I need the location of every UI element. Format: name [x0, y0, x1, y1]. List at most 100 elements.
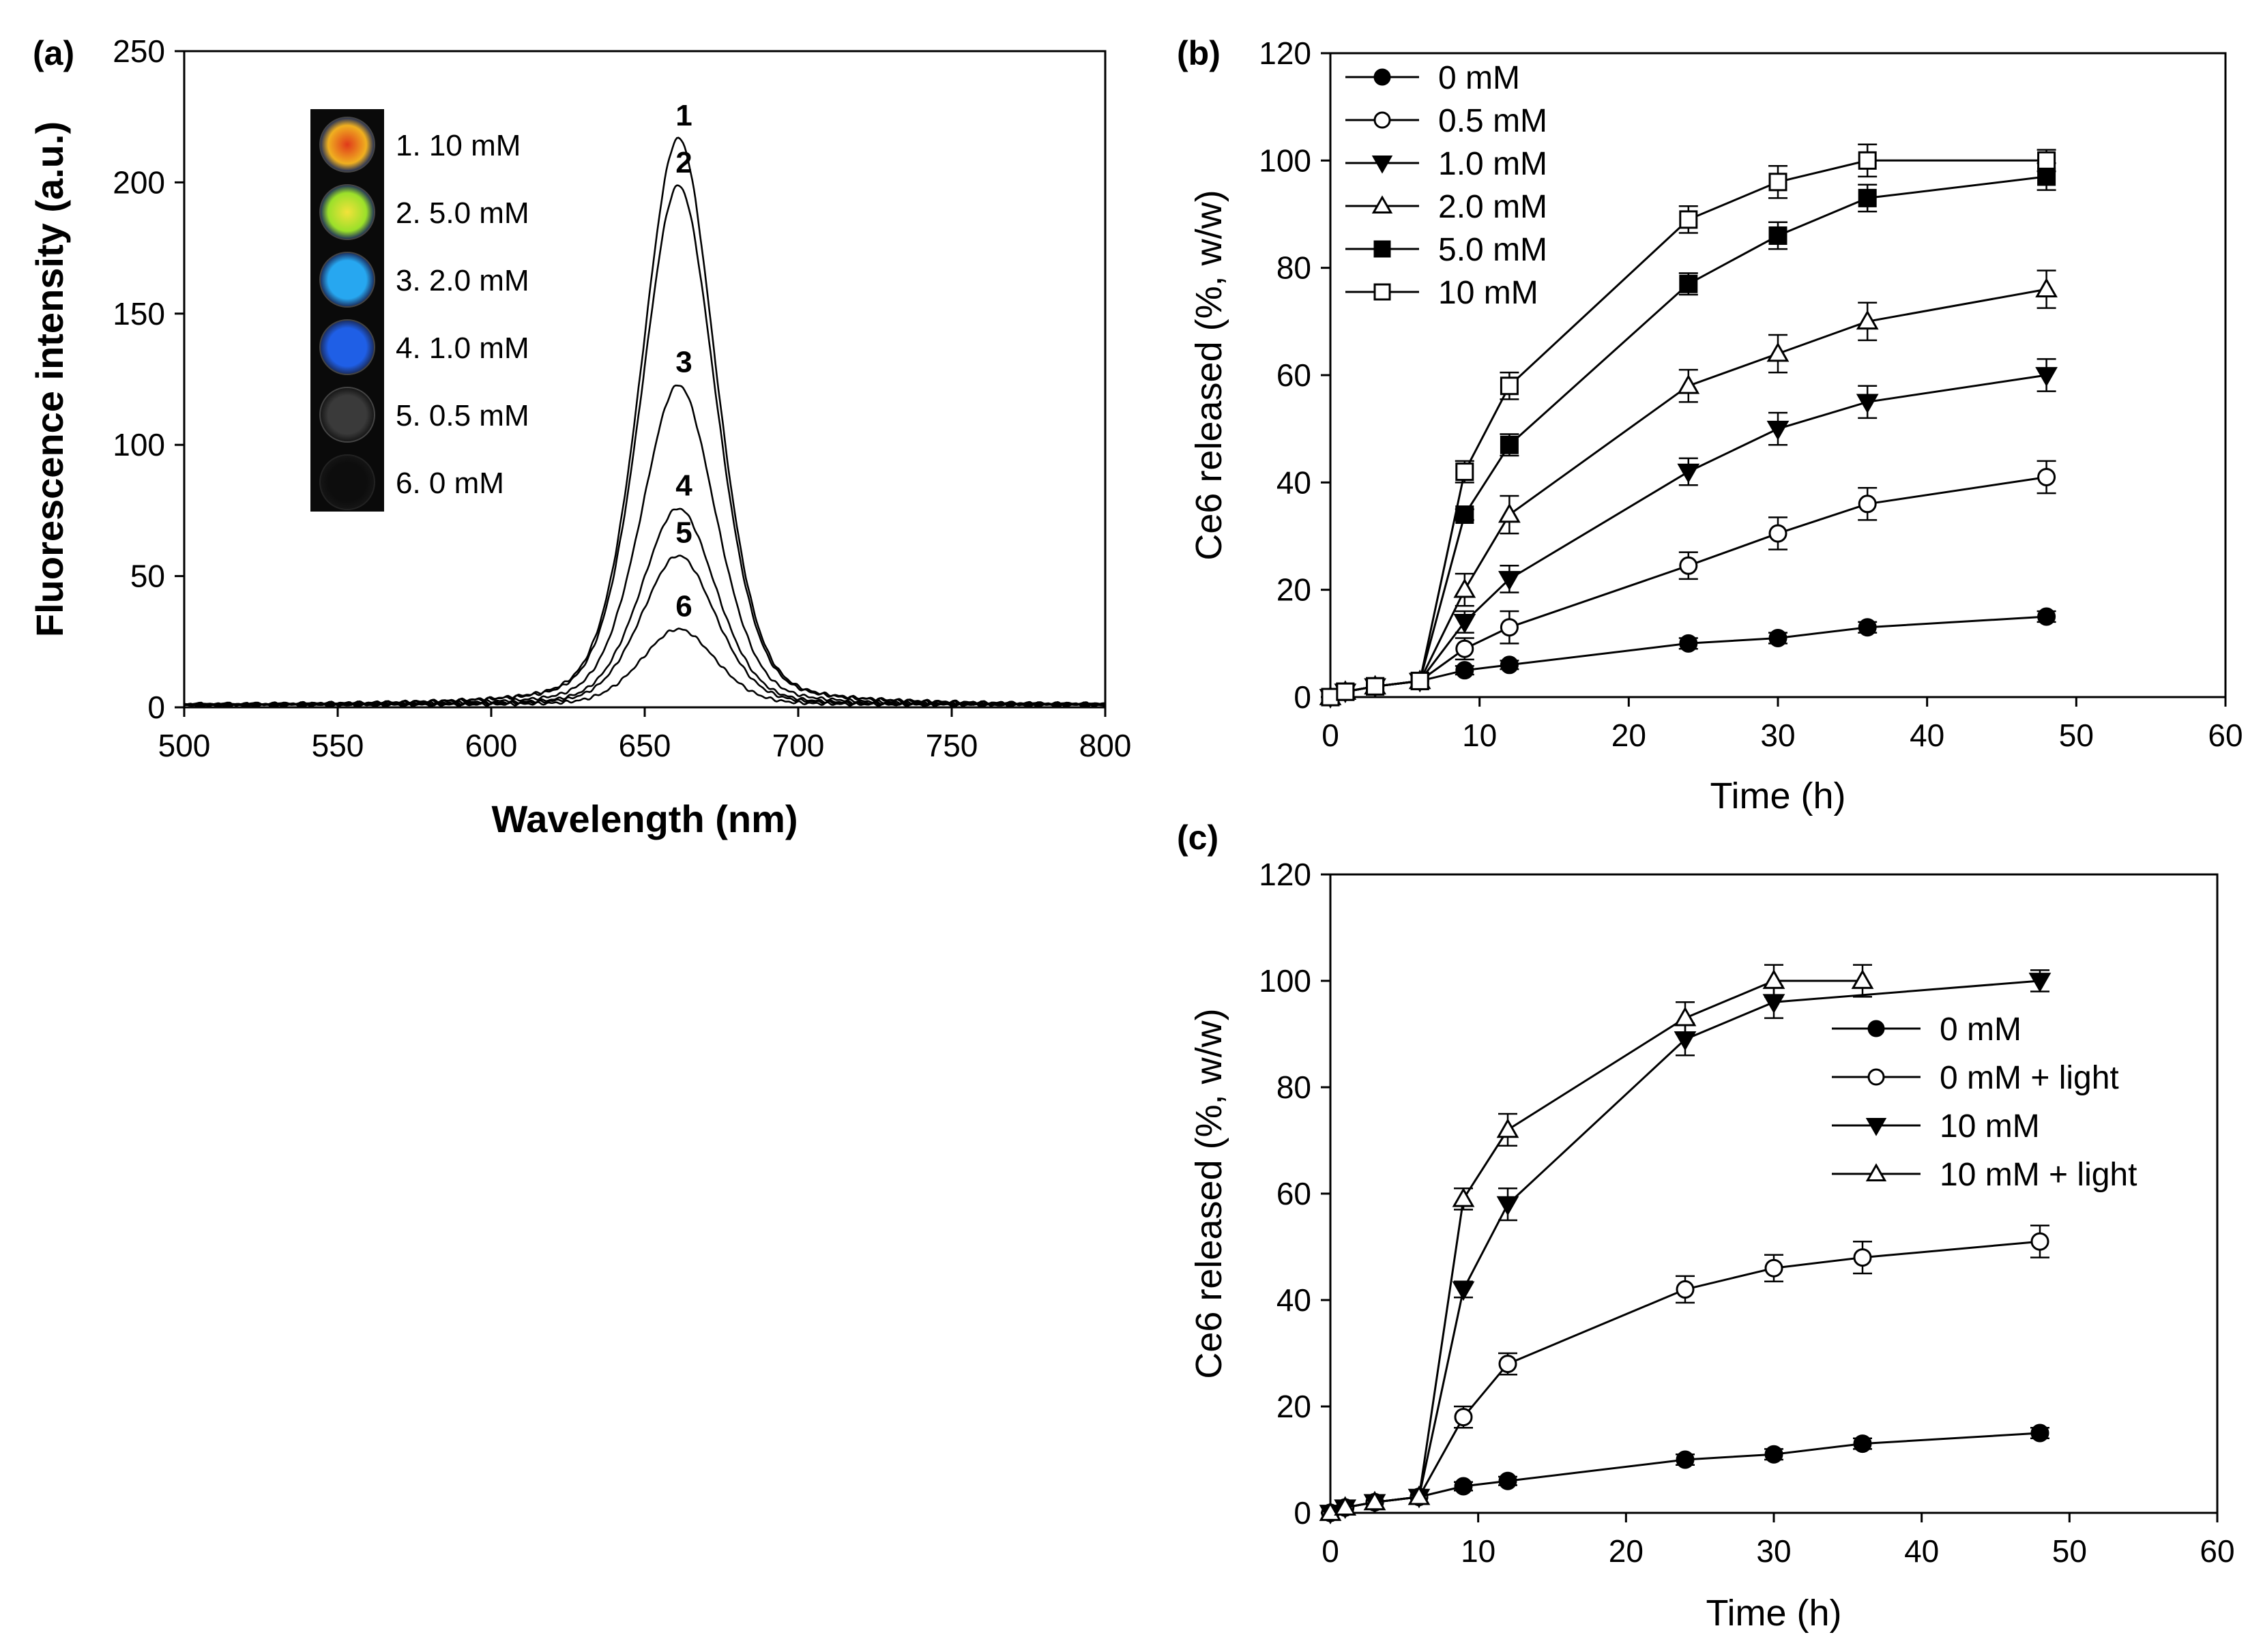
data-point [1677, 463, 1700, 484]
x-tick-label: 0 [1322, 1533, 1339, 1569]
data-point [1373, 283, 1391, 301]
well-5 [319, 387, 375, 443]
series-10-mM-light [1319, 964, 1874, 1521]
peak-label-3: 3 [675, 346, 692, 379]
data-point [2028, 973, 2052, 992]
y-tick-label: 60 [1276, 1176, 1311, 1211]
legend-entry: 2.0 mM [1345, 189, 1547, 225]
data-point [1764, 1258, 1783, 1278]
y-tick-label: 100 [113, 427, 165, 462]
data-point [1851, 969, 1874, 989]
x-axis-label: Time (h) [1710, 776, 1846, 816]
data-point [1496, 1196, 1519, 1216]
data-point [1856, 394, 1879, 414]
data-point [2037, 607, 2056, 626]
x-tick-label: 40 [1910, 718, 1944, 753]
data-point [1498, 1471, 1517, 1490]
x-axis-label: Time (h) [1706, 1593, 1842, 1634]
data-point [1768, 524, 1787, 543]
data-point [1452, 1187, 1475, 1207]
data-point [1363, 1490, 1386, 1511]
well-1 [319, 117, 375, 173]
data-point [1679, 556, 1698, 575]
data-point [1858, 618, 1877, 637]
x-tick-label: 50 [2059, 718, 2094, 753]
legend-entry: 10 mM + light [1832, 1157, 2137, 1193]
legend-entry: 0 mM [1832, 1012, 2021, 1048]
well-3 [319, 252, 375, 308]
y-tick-label: 50 [130, 559, 165, 594]
data-point [1768, 173, 1787, 192]
data-point [1766, 342, 1790, 362]
data-point [1366, 677, 1385, 696]
data-point [1452, 1281, 1475, 1301]
y-tick-label: 120 [1259, 35, 1311, 71]
data-point [2035, 367, 2058, 387]
x-tick-label: 20 [1609, 1533, 1644, 1569]
data-point [1764, 1445, 1783, 1464]
x-tick-label: 750 [926, 728, 978, 763]
inset-label-3: 3. 2.0 mM [396, 264, 529, 297]
data-point [1454, 1408, 1473, 1427]
y-axis-label: Ce6 released (%, w/w) [1188, 190, 1229, 560]
y-tick-label: 100 [1259, 963, 1311, 999]
data-point [1853, 1248, 1872, 1267]
legend-label: 0.5 mM [1438, 103, 1547, 139]
y-tick-label: 80 [1276, 1070, 1311, 1105]
data-point [1762, 969, 1785, 989]
legend-label: 10 mM + light [1940, 1157, 2137, 1193]
y-tick-label: 80 [1276, 250, 1311, 286]
x-tick-label: 20 [1611, 718, 1646, 753]
legend-entry: 0 mM + light [1832, 1060, 2119, 1096]
data-point [1679, 210, 1698, 229]
spectrum-line-5 [184, 555, 1106, 708]
data-point [1676, 1450, 1695, 1469]
series-0-5-mM [1321, 460, 2056, 707]
x-tick-label: 600 [465, 728, 518, 763]
x-tick-label: 550 [312, 728, 364, 763]
data-point [2030, 1232, 2049, 1251]
legend-entry: 10 mM [1345, 275, 1538, 311]
x-tick-label: 500 [158, 728, 211, 763]
inset-label-5: 5. 0.5 mM [396, 399, 529, 432]
peak-label-2: 2 [675, 146, 692, 179]
legend-label: 10 mM [1940, 1108, 2040, 1145]
legend-label: 1.0 mM [1438, 146, 1547, 182]
panel-a: 500 550 600 650 700 750 800 0 50 100 150 200 250 Wave… [28, 33, 1131, 840]
peak-label-5: 5 [675, 516, 692, 550]
legend: 0 mM 0 mM + light 10 mM 10 mM + light [1832, 1012, 2137, 1193]
inset-wells: 1. 10 mM 2. 5.0 mM 3. 2.0 mM 4. 1.0 mM 5. 0.… [310, 109, 529, 512]
x-axis-label: Wavelength (nm) [491, 797, 798, 840]
inset-label-1: 1. 10 mM [396, 129, 521, 162]
data-point [1676, 1280, 1695, 1299]
x-tick-label: 10 [1462, 718, 1497, 753]
data-point [1498, 503, 1521, 523]
series-line [1330, 476, 2047, 698]
y-tick-label: 0 [1294, 1495, 1311, 1531]
panel-label: (c) [1177, 818, 1218, 857]
series-line [1330, 1432, 2041, 1514]
legend-entry: 5.0 mM [1345, 232, 1547, 268]
x-tick-label: 800 [1079, 728, 1132, 763]
data-point [1453, 614, 1476, 634]
peak-label-6: 6 [675, 589, 692, 623]
y-tick-label: 200 [113, 164, 165, 200]
data-point [1453, 578, 1476, 598]
data-point [1454, 1477, 1473, 1496]
x-tick-label: 700 [772, 728, 825, 763]
inset-label-4: 4. 1.0 mM [396, 331, 529, 365]
legend-label: 0 mM [1940, 1012, 2021, 1048]
y-tick-label: 150 [113, 296, 165, 331]
well-4 [319, 319, 375, 375]
panel-b: 0 10 20 30 40 50 60 0 20 40 60 80 100 120 Time (h) Ce6 … [1177, 34, 2243, 816]
y-tick-label: 0 [1294, 679, 1311, 715]
data-point [2037, 467, 2056, 486]
data-point [1858, 495, 1877, 514]
data-point [1867, 1068, 1885, 1086]
x-tick-label: 60 [2200, 1533, 2234, 1569]
inset-label-2: 2. 5.0 mM [396, 196, 529, 230]
legend-entry: 0 mM [1345, 60, 1520, 96]
panel-label: (b) [1177, 34, 1221, 72]
data-point [1768, 226, 1787, 245]
y-tick-label: 40 [1276, 1282, 1311, 1318]
